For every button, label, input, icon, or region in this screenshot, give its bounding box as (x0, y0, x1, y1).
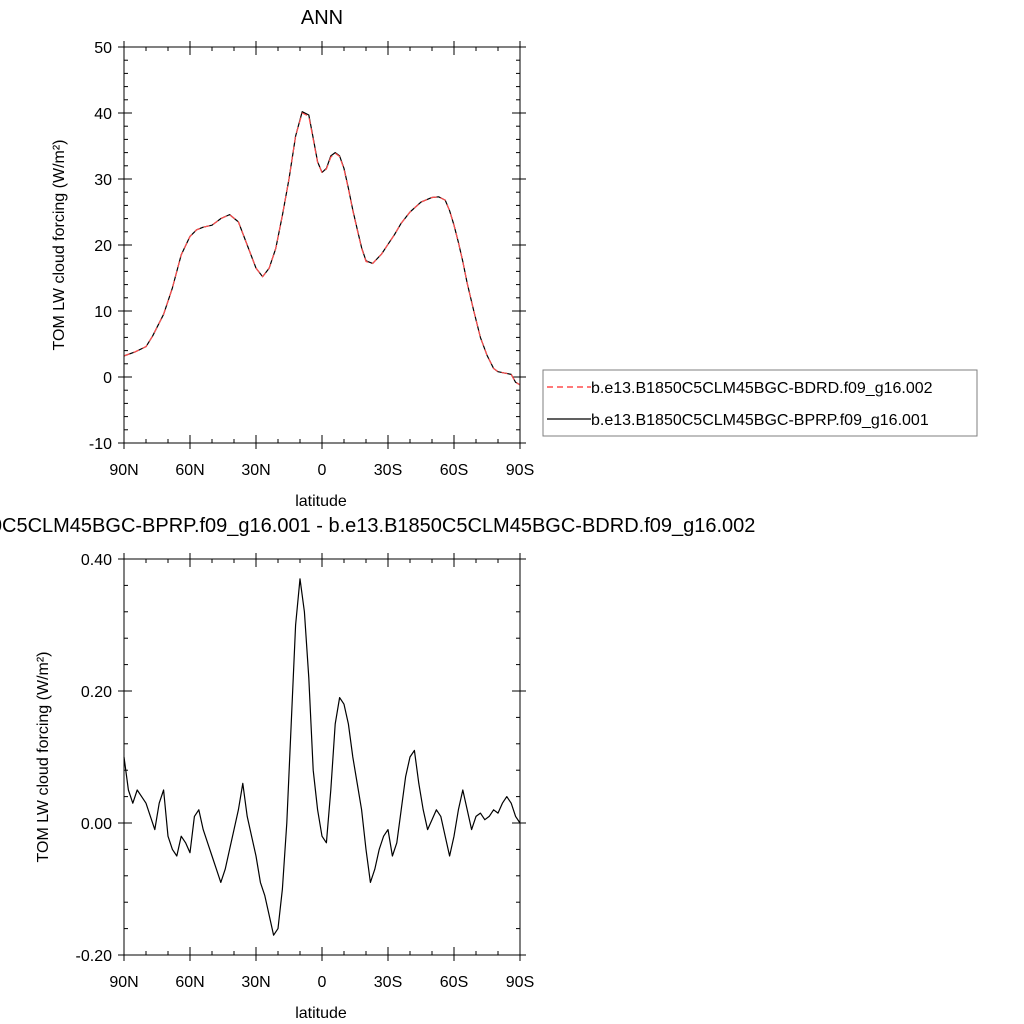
chart-top-y-tick-labels: -10 0 10 20 30 40 50 (89, 40, 112, 453)
x-tick-label: 60N (175, 974, 204, 991)
chart-bottom-plot-frame (123, 558, 521, 956)
y-tick-label: 0.40 (81, 552, 112, 569)
chart-bottom-y-tick-labels: -0.20 0.00 0.20 0.40 (76, 552, 113, 965)
x-tick-label: 30S (374, 462, 402, 479)
x-tick-label: 60S (440, 462, 468, 479)
x-tick-label: 30N (241, 462, 270, 479)
y-tick-label: 0.00 (81, 816, 112, 833)
x-tick-label: 30N (241, 974, 270, 991)
y-tick-label: 40 (94, 106, 112, 123)
y-tick-label: 0 (103, 370, 112, 387)
x-tick-label: 60S (440, 974, 468, 991)
chart-top-x-axis-label: latitude (295, 493, 347, 510)
series-line-0-1 (123, 111, 521, 386)
x-tick-label: 90N (109, 974, 138, 991)
x-tick-label: 0 (318, 974, 327, 991)
y-tick-label: 10 (94, 304, 112, 321)
chart-bottom-series (123, 578, 521, 936)
x-tick-label: 60N (175, 462, 204, 479)
chart-bottom-x-axis-label: latitude (295, 1005, 347, 1022)
legend-label-bprp: b.e13.B1850C5CLM45BGC-BPRP.f09_g16.001 (591, 412, 929, 429)
y-tick-label: -0.20 (76, 948, 113, 965)
legend-label-bdrd: b.e13.B1850C5CLM45BGC-BDRD.f09_g16.002 (591, 380, 933, 397)
y-tick-label: 50 (94, 40, 112, 57)
y-tick-label: 0.20 (81, 684, 112, 701)
chart-top: ANN 90N 60N 30N 0 30S 60S 90S -10 0 10 20 30 40 50 l… (51, 7, 978, 510)
chart-bottom-minor-ticks (124, 559, 520, 955)
chart-top-legend: b.e13.B1850C5CLM45BGC-BDRD.f09_g16.002 b… (542, 369, 978, 437)
y-tick-label: 20 (94, 238, 112, 255)
chart-top-title: ANN (301, 7, 343, 29)
x-tick-label: 0 (318, 462, 327, 479)
chart-top-minor-ticks (124, 47, 520, 443)
chart-top-major-ticks (118, 41, 526, 449)
chart-top-grid (118, 41, 526, 449)
series-line-0-0 (123, 112, 521, 386)
series-line-1-0 (123, 578, 521, 936)
chart-bottom-grid (118, 553, 526, 961)
chart-bottom-x-tick-labels: 90N 60N 30N 0 30S 60S 90S (109, 974, 534, 991)
chart-bottom-y-axis-label: TOM LW cloud forcing (W/m²) (35, 652, 52, 863)
chart-top-series (123, 111, 521, 386)
x-tick-label: 30S (374, 974, 402, 991)
chart-top-y-axis-label: TOM LW cloud forcing (W/m²) (51, 140, 68, 351)
chart-bottom-major-ticks (118, 553, 526, 961)
y-tick-label: -10 (89, 436, 112, 453)
x-tick-label: 90S (506, 974, 534, 991)
chart-bottom-title: b.e13.B1850C5CLM45BGC-BPRP.f09_g16.001 -… (0, 515, 755, 537)
chart-top-x-tick-labels: 90N 60N 30N 0 30S 60S 90S (109, 462, 534, 479)
chart-bottom: b.e13.B1850C5CLM45BGC-BPRP.f09_g16.001 -… (0, 515, 755, 1022)
x-tick-label: 90S (506, 462, 534, 479)
y-tick-label: 30 (94, 172, 112, 189)
x-tick-label: 90N (109, 462, 138, 479)
chart-top-plot-frame (123, 46, 521, 444)
legend-box (542, 369, 978, 437)
